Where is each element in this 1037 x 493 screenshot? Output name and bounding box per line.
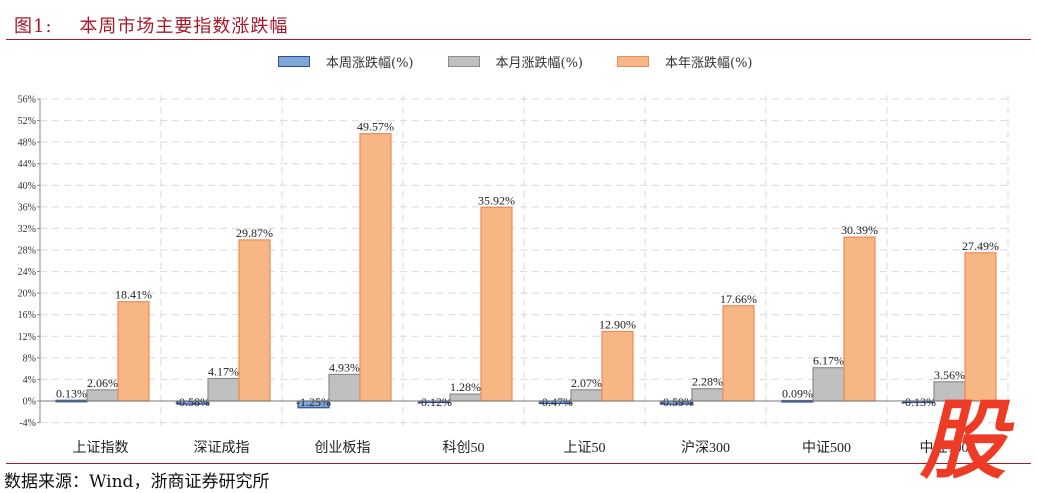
x-category-label: 上证指数 bbox=[73, 440, 129, 456]
legend-label-month: 本月涨跌幅(%) bbox=[495, 56, 584, 71]
bar-value-label: -0.59% bbox=[659, 395, 694, 409]
y-tick-label: -4% bbox=[19, 418, 36, 429]
y-tick-label: 28% bbox=[18, 246, 36, 257]
x-axis: 上证指数 深证成指 创业板指 科创50 上证50 沪深300 中证500 中证1000 bbox=[40, 400, 1008, 456]
legend-label-year: 本年涨跌幅(%) bbox=[665, 56, 753, 71]
x-category-label: 沪深300 bbox=[681, 440, 730, 456]
legend-item-week[interactable]: 本周涨跌幅(%) bbox=[278, 52, 414, 71]
figure-title: 图1: 本周市场主要指数涨跌幅 bbox=[14, 12, 288, 38]
bar bbox=[964, 252, 997, 402]
y-axis: -4% 0% 4% 8% 12% 16% 20% 24% 28% 32% 36% 40% 44% 48% 5… bbox=[18, 95, 41, 429]
bar bbox=[601, 330, 634, 402]
bar bbox=[449, 393, 482, 402]
bar-value-label: 3.56% bbox=[934, 368, 965, 382]
figure-label: 图1: bbox=[14, 16, 53, 37]
bar-value-label: -0.47% bbox=[538, 395, 573, 409]
bar-value-label: 4.93% bbox=[329, 360, 360, 374]
legend-item-month[interactable]: 本月涨跌幅(%) bbox=[447, 52, 584, 71]
legend-label-week: 本周涨跌幅(%) bbox=[326, 56, 414, 71]
bar-value-label: 27.49% bbox=[962, 239, 999, 253]
bar-value-label: -0.58% bbox=[175, 395, 210, 409]
bar-value-label: 49.57% bbox=[357, 120, 394, 134]
bar-value-label: 30.39% bbox=[841, 223, 878, 237]
bar-value-label: 2.28% bbox=[692, 375, 723, 389]
bar bbox=[691, 388, 724, 402]
watermark-logo: 股 bbox=[920, 391, 1006, 491]
y-tick-label: 12% bbox=[18, 332, 36, 343]
y-tick-label: 4% bbox=[23, 375, 36, 386]
bar bbox=[117, 301, 150, 402]
legend-swatch-year bbox=[617, 56, 649, 67]
bar-value-label: 4.17% bbox=[208, 365, 239, 379]
bar bbox=[207, 377, 240, 402]
bar bbox=[238, 239, 271, 402]
y-tick-label: 44% bbox=[18, 159, 36, 170]
y-tick-label: 56% bbox=[18, 95, 36, 106]
source-divider bbox=[6, 463, 1031, 464]
legend-swatch-week bbox=[278, 56, 310, 67]
x-category-label: 科创50 bbox=[443, 440, 485, 456]
bar-value-label: -1.25% bbox=[296, 395, 331, 409]
figure-title-text: 本周市场主要指数涨跌幅 bbox=[79, 16, 289, 37]
bar-value-label: 1.28% bbox=[450, 380, 481, 394]
bar-chart: -4% 0% 4% 8% 12% 16% 20% 24% 28% 32% 36% 40% 44% 48% 5… bbox=[18, 95, 1009, 456]
legend-item-year[interactable]: 本年涨跌幅(%) bbox=[617, 52, 753, 71]
bar-value-label: 35.92% bbox=[478, 193, 515, 207]
bar bbox=[328, 373, 361, 402]
y-tick-label: 20% bbox=[18, 289, 36, 300]
x-category-label: 上证50 bbox=[564, 440, 606, 456]
chart-bars: 0.13%2.06% 18.41% -0.58% 4.17% 29.87% -1.25% 4… bbox=[55, 120, 999, 409]
y-tick-label: 24% bbox=[18, 267, 36, 278]
y-tick-label: 48% bbox=[18, 138, 36, 149]
bar bbox=[359, 133, 392, 402]
bar-value-label: 2.06% bbox=[87, 376, 118, 390]
x-category-label: 深证成指 bbox=[194, 440, 250, 456]
bar-value-label: 17.66% bbox=[720, 292, 757, 306]
bar bbox=[480, 206, 513, 402]
bar bbox=[570, 389, 603, 402]
y-tick-label: 52% bbox=[18, 116, 36, 127]
y-tick-label: 36% bbox=[18, 202, 36, 213]
x-category-label: 中证1000 bbox=[920, 440, 976, 456]
bar bbox=[722, 305, 755, 402]
y-tick-label: 8% bbox=[23, 353, 36, 364]
bar-value-label: -0.12% bbox=[417, 395, 452, 409]
bar-value-label: 0.13% bbox=[56, 386, 87, 400]
title-divider bbox=[6, 39, 1031, 40]
bar-value-label: -0.13% bbox=[901, 395, 936, 409]
bar-value-label: 2.07% bbox=[571, 376, 602, 390]
bar-value-label: 12.90% bbox=[599, 317, 636, 331]
bar-value-label: 29.87% bbox=[236, 226, 273, 240]
y-tick-label: 16% bbox=[18, 310, 36, 321]
x-category-label: 中证500 bbox=[802, 440, 851, 456]
bar bbox=[843, 236, 876, 402]
y-tick-label: 0% bbox=[23, 397, 36, 408]
bar-value-label: 18.41% bbox=[115, 288, 152, 302]
bar-value-label: 6.17% bbox=[813, 354, 844, 368]
y-tick-label: 40% bbox=[18, 181, 36, 192]
legend-swatch-month bbox=[447, 56, 480, 67]
bar-value-label: 0.09% bbox=[782, 387, 813, 401]
chart-legend: 本周涨跌幅(%) 本月涨跌幅(%) 本年涨跌幅(%) bbox=[278, 52, 787, 71]
data-source-note: 数据来源：Wind，浙商证券研究所 bbox=[4, 472, 270, 492]
bar bbox=[86, 389, 119, 402]
bar bbox=[812, 367, 845, 402]
x-category-label: 创业板指 bbox=[315, 440, 371, 456]
y-tick-label: 32% bbox=[18, 224, 36, 235]
